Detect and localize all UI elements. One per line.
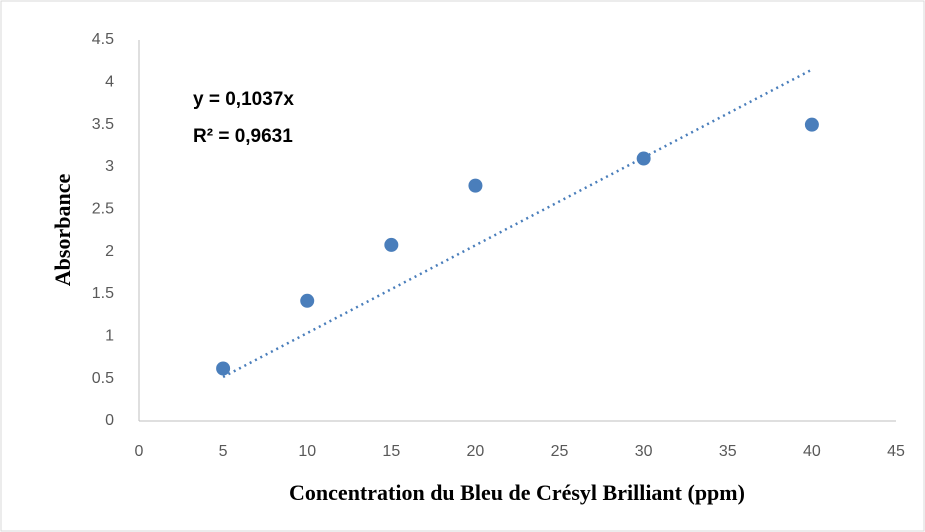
y-tick-label: 0 <box>105 412 114 429</box>
x-tick-label: 45 <box>887 443 905 460</box>
data-point <box>636 151 651 166</box>
data-point <box>804 117 819 132</box>
x-axis-title: Concentration du Bleu de Crésyl Brillian… <box>289 480 745 505</box>
data-point <box>300 293 315 308</box>
annotation: y = 0,1037x <box>193 89 294 110</box>
data-point <box>468 178 483 193</box>
x-tick-label: 0 <box>135 443 144 460</box>
y-tick-label: 2 <box>105 243 114 260</box>
x-tick-label: 40 <box>803 443 821 460</box>
y-tick-label: 2.5 <box>92 201 114 218</box>
y-tick-label: 4.5 <box>92 31 114 48</box>
y-tick-label: 0.5 <box>92 370 114 387</box>
annotation: R² = 0,9631 <box>193 126 293 147</box>
x-tick-label: 25 <box>551 443 569 460</box>
y-tick-label: 4 <box>105 74 114 91</box>
x-tick-label: 20 <box>467 443 485 460</box>
x-tick-label: 5 <box>219 443 228 460</box>
x-tick-label: 10 <box>298 443 316 460</box>
x-tick-label: 30 <box>635 443 653 460</box>
y-axis-title: Absorbance <box>50 174 75 287</box>
trendline <box>222 68 813 379</box>
x-tick-label: 15 <box>382 443 400 460</box>
y-tick-label: 1.5 <box>92 285 114 302</box>
y-tick-label: 3 <box>105 158 114 175</box>
y-tick-label: 1 <box>105 328 114 345</box>
y-tick-label: 3.5 <box>92 116 114 133</box>
data-point <box>216 361 231 376</box>
x-tick-label: 35 <box>719 443 737 460</box>
data-point <box>384 237 399 252</box>
